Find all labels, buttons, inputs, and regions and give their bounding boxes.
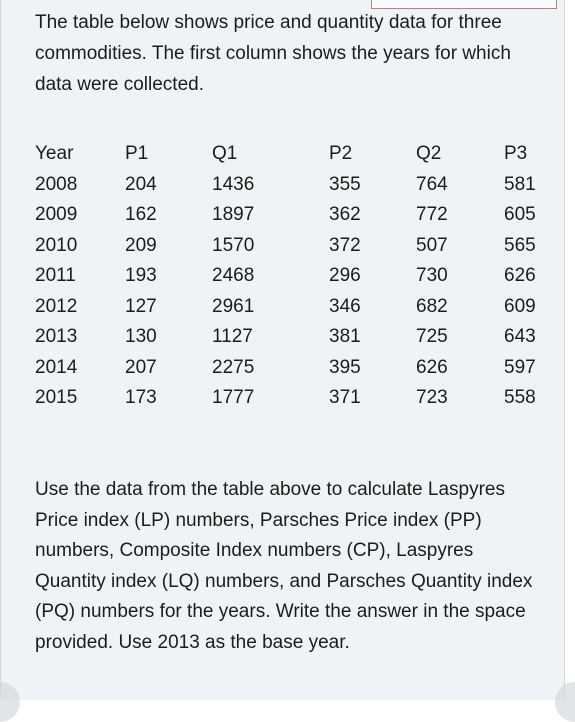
table-cell: 355 xyxy=(329,173,361,195)
table-cell: 2009 xyxy=(35,204,78,226)
question-text: Use the data from the table above to cal… xyxy=(35,479,533,653)
header-p1: P1 xyxy=(125,143,149,165)
table-cell: 372 xyxy=(329,234,361,256)
commodity-data-table: Year P1 Q1 P2 Q2 P3 2008 204 1436 355 76… xyxy=(35,139,554,414)
table-row: 2012 127 2961 346 682 609 xyxy=(35,292,554,323)
table-cell: 173 xyxy=(125,387,157,409)
table-cell: 2012 xyxy=(35,295,78,317)
table-cell: 193 xyxy=(125,265,157,287)
table-cell: 723 xyxy=(416,387,448,409)
table-cell: 207 xyxy=(125,356,157,378)
intro-text: The table below shows price and quantity… xyxy=(35,12,511,95)
header-p3: P3 xyxy=(504,143,528,165)
header-q1: Q1 xyxy=(212,143,238,165)
table-cell: 1777 xyxy=(212,387,255,409)
header-q2: Q2 xyxy=(416,143,442,165)
question-card: The table below shows price and quantity… xyxy=(0,0,565,700)
table-row: 2015 173 1777 371 723 558 xyxy=(35,383,554,414)
table-cell: 2010 xyxy=(35,234,78,256)
table-cell: 346 xyxy=(329,295,361,317)
table-cell: 2961 xyxy=(212,295,255,317)
table-cell: 2008 xyxy=(35,173,78,195)
table-row: 2011 193 2468 296 730 626 xyxy=(35,261,554,292)
table-cell: 2011 xyxy=(35,265,76,287)
table-cell: 1436 xyxy=(212,173,255,195)
table-row: 2014 207 2275 395 626 597 xyxy=(35,353,554,384)
table-cell: 2015 xyxy=(35,387,78,409)
table-cell: 371 xyxy=(329,387,361,409)
table-cell: 764 xyxy=(416,173,448,195)
table-row: 2009 162 1897 362 772 605 xyxy=(35,200,554,231)
table-row: 2010 209 1570 372 507 565 xyxy=(35,231,554,262)
table-cell: 2013 xyxy=(35,326,78,348)
table-header-row: Year P1 Q1 P2 Q2 P3 xyxy=(35,139,554,170)
table-row: 2008 204 1436 355 764 581 xyxy=(35,170,554,201)
table-cell: 204 xyxy=(125,173,157,195)
table-cell: 558 xyxy=(504,387,536,409)
table-cell: 605 xyxy=(504,204,536,226)
table-cell: 381 xyxy=(329,326,361,348)
table-cell: 209 xyxy=(125,234,157,256)
table-cell: 2468 xyxy=(212,265,255,287)
header-year: Year xyxy=(35,143,74,165)
table-cell: 507 xyxy=(416,234,448,256)
answer-box-edge xyxy=(371,0,557,9)
table-cell: 1897 xyxy=(212,204,255,226)
table-cell: 362 xyxy=(329,204,361,226)
table-cell: 725 xyxy=(416,326,448,348)
table-cell: 130 xyxy=(125,326,157,348)
table-cell: 162 xyxy=(125,204,157,226)
table-cell: 395 xyxy=(329,356,361,378)
table-cell: 730 xyxy=(416,265,448,287)
table-cell: 609 xyxy=(504,295,536,317)
table-cell: 2014 xyxy=(35,356,78,378)
table-cell: 581 xyxy=(504,173,536,195)
table-cell: 626 xyxy=(504,265,536,287)
table-cell: 2275 xyxy=(212,356,255,378)
table-cell: 565 xyxy=(504,234,536,256)
table-cell: 1127 xyxy=(212,326,253,348)
table-cell: 643 xyxy=(504,326,536,348)
table-row: 2013 130 1127 381 725 643 xyxy=(35,322,554,353)
table-cell: 127 xyxy=(125,295,157,317)
table-cell: 682 xyxy=(416,295,448,317)
table-cell: 1570 xyxy=(212,234,255,256)
table-cell: 772 xyxy=(416,204,448,226)
table-cell: 296 xyxy=(329,265,361,287)
table-cell: 626 xyxy=(416,356,448,378)
table-cell: 597 xyxy=(504,356,536,378)
header-p2: P2 xyxy=(329,143,353,165)
